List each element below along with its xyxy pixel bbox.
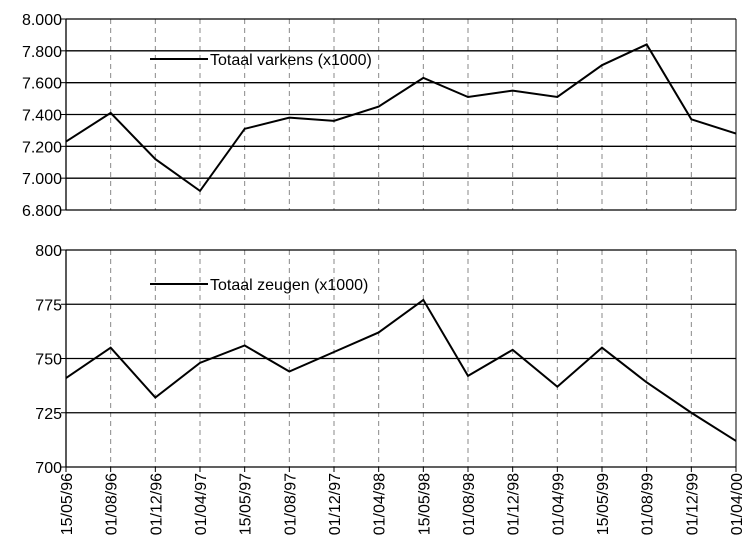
y-tick-label: 750 (35, 352, 62, 369)
x-tick-label: 01/08/97 (282, 473, 299, 535)
y-tick-label: 8.000 (22, 12, 62, 29)
x-tick-label: 01/12/96 (148, 473, 165, 535)
data-line (65, 43, 737, 193)
x-tick-label: 01/08/96 (104, 473, 121, 535)
y-tick-label: 7.600 (22, 76, 62, 93)
legend-label: Totaal zeugen (x1000) (210, 277, 368, 294)
y-tick-label: 7.000 (22, 171, 62, 188)
data-line (65, 298, 737, 442)
x-tick-label: 01/04/99 (550, 473, 567, 535)
x-tick-label: 15/05/99 (595, 473, 612, 535)
x-tick-label: 01/04/00 (729, 473, 744, 535)
y-tick-label: 7.800 (22, 44, 62, 61)
y-tick-label: 7.200 (22, 139, 62, 156)
y-tick-label: 6.800 (22, 203, 62, 220)
x-tick-label: 01/12/97 (327, 473, 344, 535)
y-tick-label: 725 (35, 406, 62, 423)
x-tick-label: 15/05/98 (416, 473, 433, 535)
x-tick-label: 15/05/97 (238, 473, 255, 535)
x-tick-label: 01/04/98 (372, 473, 389, 535)
legend-label: Totaal varkens (x1000) (210, 52, 372, 69)
x-tick-label: 01/12/99 (684, 473, 701, 535)
x-tick-label: 01/04/97 (193, 473, 210, 535)
x-tick-label: 15/05/96 (59, 473, 76, 535)
y-tick-label: 800 (35, 243, 62, 260)
y-tick-label: 775 (35, 297, 62, 314)
y-tick-label: 700 (35, 460, 62, 477)
x-tick-label: 01/08/99 (640, 473, 657, 535)
x-tick-label: 01/08/98 (461, 473, 478, 535)
y-tick-label: 7.400 (22, 108, 62, 125)
x-tick-label: 01/12/98 (506, 473, 523, 535)
